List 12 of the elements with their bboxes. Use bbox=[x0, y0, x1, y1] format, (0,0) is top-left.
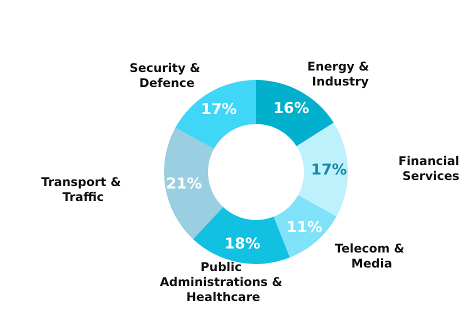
slice-label: Telecom & Media bbox=[334, 242, 409, 271]
data-label: 17% bbox=[200, 100, 237, 118]
slice-label: Public Administrations & Healthcare bbox=[160, 260, 287, 304]
data-label: 16% bbox=[273, 99, 310, 118]
data-label: 17% bbox=[311, 160, 347, 179]
data-label: 18% bbox=[224, 234, 260, 253]
slice-label: Financial Services bbox=[398, 154, 464, 183]
slice-label: Energy & Industry bbox=[307, 59, 374, 88]
data-label: 11% bbox=[286, 218, 322, 236]
slice-label: Transport & Traffic bbox=[41, 175, 126, 204]
slice-label: Security & Defence bbox=[129, 61, 204, 90]
data-label: 21% bbox=[166, 174, 202, 192]
